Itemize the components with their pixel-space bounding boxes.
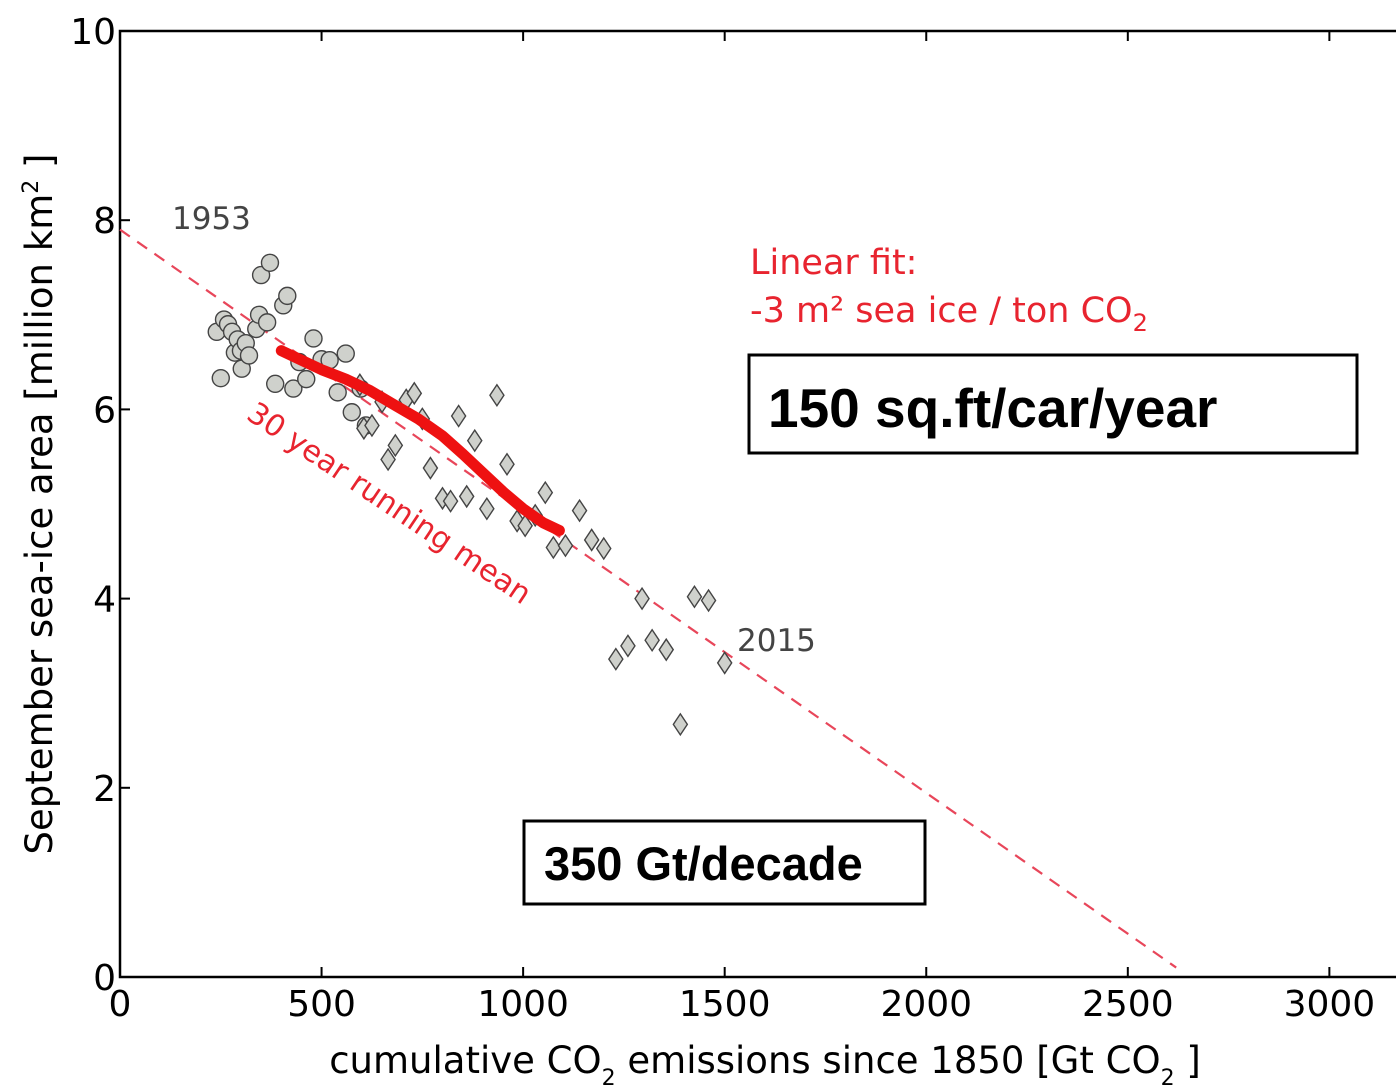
- data-point-diamond: [442, 489, 459, 513]
- y-tick-label: 0: [93, 958, 116, 999]
- data-point-diamond: [557, 533, 574, 558]
- data-point-diamond: [716, 651, 733, 675]
- data-point-circle: [211, 368, 230, 388]
- year-label-start: 1953: [172, 201, 251, 237]
- data-point-diamond: [517, 513, 533, 538]
- data-point-diamond: [658, 637, 675, 662]
- y-tick-label: 8: [93, 201, 116, 242]
- box-top-frame: [747, 353, 1359, 455]
- data-point-diamond: [479, 496, 495, 521]
- data-point-circle: [297, 369, 316, 389]
- data-point-circle: [336, 344, 355, 363]
- data-point-circle: [257, 313, 277, 332]
- data-point-diamond: [672, 712, 689, 737]
- data-point-diamond: [571, 498, 588, 523]
- data-point-circle: [239, 346, 259, 365]
- data-point-circle: [260, 253, 280, 272]
- box-bottom-frame: [522, 819, 927, 906]
- box-bottom-text: 350 Gt/decade: [544, 837, 863, 890]
- data-point-diamond: [620, 634, 636, 658]
- x-tick-label: 2500: [1082, 984, 1174, 1025]
- data-point-circle: [328, 383, 347, 402]
- x-tick-label: 1000: [477, 984, 569, 1025]
- data-point-diamond: [406, 381, 423, 406]
- data-point-circle: [278, 286, 297, 306]
- y-tick-label: 6: [93, 390, 116, 431]
- data-point-diamond: [545, 535, 562, 560]
- data-point-diamond: [634, 586, 650, 611]
- x-tick-label: 3000: [1284, 984, 1376, 1025]
- x-tick-label: 500: [287, 984, 356, 1025]
- data-point-diamond: [700, 588, 717, 613]
- y-tick-label: 10: [70, 12, 116, 53]
- data-point-diamond: [466, 428, 483, 453]
- plot-frame: [118, 29, 1396, 979]
- data-point-diamond: [387, 433, 404, 458]
- x-tick-label: 1500: [679, 984, 771, 1025]
- data-point-diamond: [499, 452, 515, 477]
- running-mean-label: 30 year running mean: [241, 396, 538, 612]
- data-point-diamond: [380, 447, 396, 472]
- data-point-diamond: [489, 383, 505, 407]
- box-top-text: 150 sq.ft/car/year: [768, 377, 1217, 439]
- axis-ticks: 0 500 1000 1500 2000 2500 3000 0 2 4 6 8 10: [70, 12, 1376, 1025]
- data-point-circle: [304, 329, 323, 348]
- data-point-diamond: [583, 528, 600, 552]
- data-point-circle: [251, 265, 271, 285]
- data-point-circle: [266, 374, 285, 394]
- running-mean-line: [275, 345, 565, 536]
- data-point-diamond: [608, 647, 624, 671]
- fit-detail: -3 m² sea ice / ton CO2: [750, 291, 1148, 337]
- data-point-diamond: [422, 456, 439, 480]
- data-point-diamond: [450, 404, 467, 428]
- data-point-diamond: [644, 628, 660, 652]
- y-tick-label: 2: [93, 769, 116, 810]
- y-axis-label: September sea-ice area [million km2 ]: [18, 154, 61, 855]
- running-mean-layer: [275, 345, 565, 536]
- fit-title: Linear fit:: [750, 243, 917, 283]
- x-tick-label: 2000: [880, 984, 972, 1025]
- year-label-end: 2015: [737, 623, 816, 659]
- data-point-circle: [342, 403, 361, 422]
- data-point-diamond: [595, 536, 612, 561]
- data-point-circle: [284, 379, 303, 398]
- y-tick-label: 4: [93, 580, 116, 621]
- data-point-diamond: [458, 484, 475, 509]
- data-points: [207, 253, 733, 737]
- data-point-diamond: [537, 480, 554, 505]
- data-point-diamond: [686, 584, 703, 609]
- x-axis-label: cumulative CO2 emissions since 1850 [Gt …: [329, 1039, 1201, 1090]
- x-tick-label: 0: [109, 984, 132, 1025]
- data-point-diamond: [364, 413, 380, 438]
